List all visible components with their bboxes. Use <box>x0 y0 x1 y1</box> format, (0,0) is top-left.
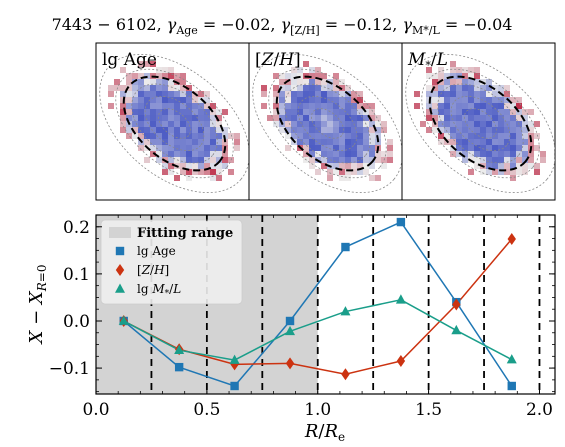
y-tick-label: −0.1 <box>49 359 90 379</box>
point-lg-age-2 <box>174 362 184 372</box>
point-lg-mass-to-light-5 <box>340 306 351 316</box>
legend-label-fitting-range: Fitting range <box>137 226 233 241</box>
point-lg-mass-to-light-1 <box>118 315 129 325</box>
y-tick-label: 0.2 <box>63 218 90 238</box>
x-tick-label: 0.0 <box>82 400 109 420</box>
point-lg-age-3 <box>230 381 239 391</box>
plot-frame <box>95 214 556 395</box>
gradient-plot: Fitting range lg Age [Z/H] lg M*/L 0.0 0.5 1.… <box>26 214 556 444</box>
point-lg-age-6 <box>396 217 406 227</box>
point-metallicity-4 <box>285 357 295 370</box>
legend-swatch-fitting-range <box>109 227 131 238</box>
legend: Fitting range lg Age [Z/H] lg M*/L <box>100 219 243 305</box>
x-tick-label: 1.0 <box>304 400 331 420</box>
point-lg-mass-to-light-6 <box>395 294 406 304</box>
legend-label-metallicity: [Z/H] <box>137 263 169 277</box>
point-lg-mass-to-light-3 <box>229 354 240 364</box>
y-tick-label: 0.0 <box>63 312 90 332</box>
x-tick-label: 0.5 <box>193 400 220 420</box>
point-metallicity-8 <box>507 233 516 246</box>
point-metallicity-7 <box>452 298 461 311</box>
legend-marker-lg-age <box>115 246 125 256</box>
x-tick-label: 2.0 <box>526 400 553 420</box>
point-lg-mass-to-light-4 <box>285 325 296 336</box>
series-line-lg-mass-to-light <box>123 298 513 361</box>
map-panel-lg-age: lg Age <box>95 42 250 201</box>
point-lg-mass-to-light-2 <box>174 344 185 354</box>
y-tick-label: 0.1 <box>63 265 90 285</box>
point-lg-mass-to-light-8 <box>506 354 517 364</box>
x-tick-label: 1.5 <box>415 400 442 420</box>
legend-marker-lg-mass-to-light <box>115 283 125 293</box>
series-line-lg-age <box>123 221 513 387</box>
map-panel-metallicity: [Z/H] <box>248 42 403 201</box>
map-panels: lg Age [Z/H] M*/L <box>95 42 556 201</box>
map-label-mass-to-light: M*/L <box>407 50 448 72</box>
point-lg-age-5 <box>341 242 350 252</box>
point-lg-age-8 <box>507 381 516 391</box>
point-lg-mass-to-light-7 <box>451 324 462 335</box>
figure-title: 7443 − 6102, γAge = −0.02, γ[Z/H] = −0.1… <box>52 15 513 37</box>
point-lg-age-4 <box>285 316 295 326</box>
legend-box <box>100 219 243 305</box>
x-axis-label: R/Re <box>304 421 345 444</box>
map-label-metallicity: [Z/H] <box>255 50 301 70</box>
map-label-lg-age: lg Age <box>102 50 157 70</box>
map-panel-mass-to-light: M*/L <box>401 42 556 201</box>
legend-label-lg-age: lg Age <box>137 244 176 258</box>
legend-label-lg-mass-to-light: lg M*/L <box>137 282 181 299</box>
y-axis-label: X − XR=0 <box>26 265 49 346</box>
point-metallicity-5 <box>341 368 350 381</box>
point-metallicity-6 <box>396 355 406 368</box>
legend-marker-metallicity <box>115 264 125 276</box>
